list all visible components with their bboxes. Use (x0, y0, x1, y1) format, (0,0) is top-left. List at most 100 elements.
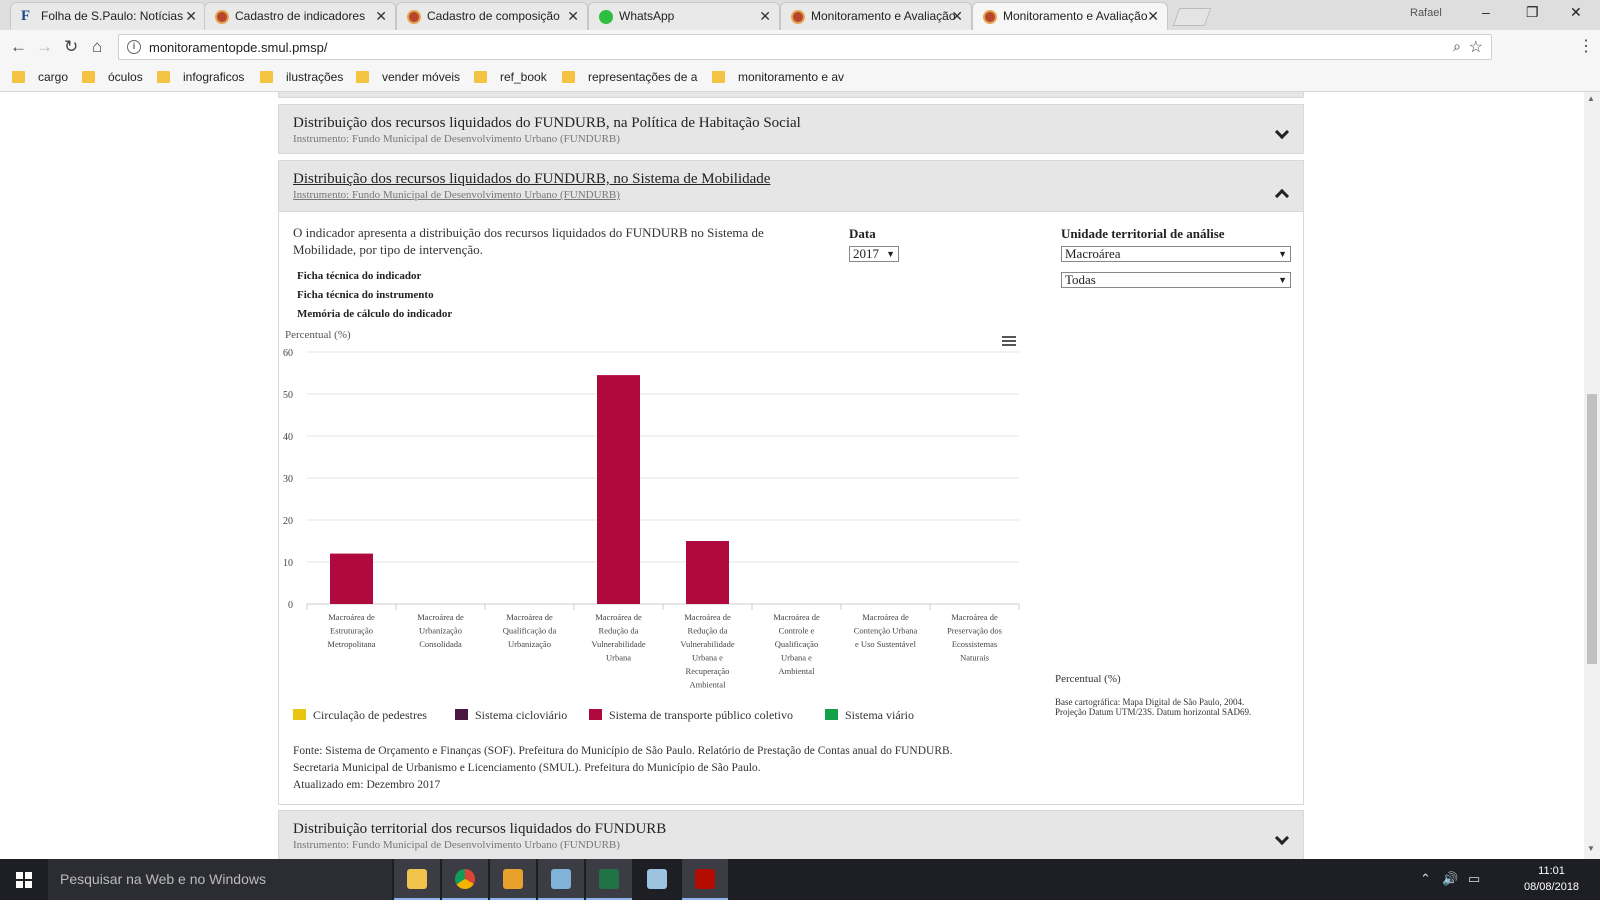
indicator-description: O indicador apresenta a distribuição dos… (293, 225, 764, 257)
taskbar-search-input[interactable]: Pesquisar na Web e no Windows (48, 859, 392, 900)
back-icon[interactable]: ← (10, 37, 27, 56)
windows-start-icon[interactable] (16, 872, 32, 888)
taskbar-clock[interactable]: 11:01 08/08/2018 (1524, 865, 1580, 893)
y-tick-label: 20 (283, 516, 293, 527)
paint-button[interactable] (538, 859, 584, 900)
chevron-up-icon[interactable] (1274, 188, 1290, 204)
map-unit-label: Percentual (%) (1055, 673, 1121, 685)
zoom-icon[interactable]: ⌕ (1453, 38, 1461, 54)
bookmark-folder[interactable]: óculos (82, 70, 143, 84)
chart-menu-icon[interactable] (1002, 336, 1016, 346)
section-subtitle: Instrumento: Fundo Municipal de Desenvol… (293, 839, 620, 851)
file-explorer-button[interactable] (394, 859, 440, 900)
accordion-mobilidade[interactable]: Distribuição dos recursos liquidados do … (278, 160, 1304, 212)
folder-icon (562, 71, 575, 83)
accordion-territorial[interactable]: Distribuição territorial dos recursos li… (278, 810, 1304, 859)
notepad-button[interactable] (634, 859, 680, 900)
bookmark-folder[interactable]: monitoramento e av (712, 70, 848, 84)
bookmark-star-icon[interactable]: ☆ (1468, 39, 1483, 56)
bar-chart: Percentual (%) 0 10 20 30 40 50 60 Macroárea de E… (283, 329, 1020, 690)
tab-close-icon[interactable]: ✕ (567, 8, 579, 24)
bar (686, 541, 729, 604)
y-tick-label: 30 (283, 474, 293, 485)
chevron-down-icon[interactable] (1274, 830, 1290, 846)
folder-icon (407, 869, 427, 889)
chrome-icon (455, 869, 475, 889)
tab-folha[interactable]: F Folha de S.Paulo: Notícias ✕ (10, 2, 206, 30)
unit-label: Unidade territorial de análise (1061, 226, 1225, 241)
home-icon[interactable]: ⌂ (92, 37, 103, 56)
url-text[interactable]: monitoramentopde.smul.pmsp/ (149, 40, 328, 55)
bookmark-folder[interactable]: infograficos (157, 70, 244, 84)
folder-icon (712, 71, 725, 83)
unit-select[interactable]: Macroárea ▼ (1061, 246, 1291, 262)
scroll-up-icon[interactable]: ▲ (1587, 94, 1595, 103)
notifications-icon[interactable]: ▭ (1468, 871, 1481, 886)
date-select[interactable]: 2017 ▼ (849, 246, 899, 262)
forward-icon[interactable]: → (36, 37, 53, 56)
tray-chevron-icon[interactable]: ⌃ (1420, 871, 1431, 886)
y-tick-label: 10 (283, 558, 293, 569)
excel-button[interactable] (586, 859, 632, 900)
acrobat-icon (695, 869, 715, 889)
legend-label: Circulação de pedestres (313, 708, 427, 722)
y-tick-label: 60 (283, 348, 293, 359)
x-tick-label: Macroárea de Urbanização Consolidada (417, 612, 464, 649)
accordion-previous[interactable] (278, 92, 1304, 98)
accordion-habitacao[interactable]: Distribuição dos recursos liquidados do … (278, 104, 1304, 154)
minimize-icon[interactable]: – (1482, 4, 1490, 20)
unit-filter-select[interactable]: Todas ▼ (1061, 272, 1291, 288)
section-subtitle: Instrumento: Fundo Municipal de Desenvol… (293, 133, 620, 145)
acrobat-button[interactable] (682, 859, 728, 900)
chevron-down-icon[interactable] (1274, 124, 1290, 140)
reload-icon[interactable]: ↻ (64, 37, 79, 56)
section-title[interactable]: Distribuição dos recursos liquidados do … (293, 115, 801, 131)
tab-cadastro-indicadores[interactable]: Cadastro de indicadores ✕ (204, 2, 396, 30)
legend-item[interactable]: Circulação de pedestres (293, 708, 427, 723)
tab-close-icon[interactable]: ✕ (951, 8, 963, 24)
tab-monitoramento-active[interactable]: Monitoramento e Avaliação ✕ (972, 2, 1168, 30)
x-tick-label: Macroárea de Contenção Urbana e Uso Susten… (854, 612, 918, 649)
x-tick-label: Macroárea de Redução da Vulnerabilidade Urb… (680, 612, 734, 690)
bookmark-folder[interactable]: representações de a (562, 70, 698, 84)
tab-close-icon[interactable]: ✕ (759, 8, 771, 24)
sp-seal-icon (215, 10, 229, 24)
x-tick-label: Macroárea de Redução da Vulnerabilidade Urb… (591, 612, 645, 663)
x-tick-label: Macroárea de Qualificação da Urbanização (503, 612, 557, 649)
profile-name[interactable]: Rafael (1410, 7, 1442, 19)
chrome-button[interactable] (442, 859, 488, 900)
tab-close-icon[interactable]: ✕ (375, 8, 387, 24)
volume-icon[interactable]: 🔊 (1442, 871, 1459, 886)
section-title[interactable]: Distribuição dos recursos liquidados do … (293, 171, 771, 187)
tab-close-icon[interactable]: ✕ (1147, 8, 1159, 24)
map-note: Base cartográfica: Mapa Digital de São P… (1055, 697, 1252, 717)
bookmark-folder[interactable]: vender móveis (356, 70, 460, 84)
bookmark-folder[interactable]: ref_book (474, 70, 547, 84)
legend-item[interactable]: Sistema viário (825, 708, 914, 723)
scrollbar-thumb[interactable] (1587, 394, 1597, 664)
outlook-button[interactable] (490, 859, 536, 900)
bookmark-folder[interactable]: cargo (12, 70, 68, 84)
restore-icon[interactable]: ❐ (1526, 4, 1539, 20)
link-ficha-indicador[interactable]: Ficha técnica do indicador (297, 270, 422, 282)
tab-whatsapp[interactable]: WhatsApp ✕ (588, 2, 780, 30)
link-memoria-calculo[interactable]: Memória de cálculo do indicador (297, 308, 453, 320)
new-tab-button[interactable] (1172, 8, 1212, 26)
link-ficha-instrumento[interactable]: Ficha técnica do instrumento (297, 289, 434, 301)
site-info-icon[interactable]: i (127, 40, 141, 54)
folder-icon (82, 71, 95, 83)
browser-menu-icon[interactable]: ⋮ (1578, 38, 1594, 55)
close-window-icon[interactable]: ✕ (1570, 4, 1582, 20)
bookmark-folder[interactable]: ilustrações (260, 70, 343, 84)
tab-cadastro-composicao[interactable]: Cadastro de composição ✕ (396, 2, 588, 30)
tab-monitoramento-1[interactable]: Monitoramento e Avaliação ✕ (780, 2, 972, 30)
date-label: Data (849, 226, 876, 241)
legend-item[interactable]: Sistema de transporte público coletivo (589, 708, 793, 723)
legend-item[interactable]: Sistema cicloviário (455, 708, 567, 723)
address-bar[interactable]: i monitoramentopde.smul.pmsp/ ⌕ ☆ (118, 34, 1492, 60)
section-title[interactable]: Distribuição territorial dos recursos li… (293, 821, 667, 837)
scroll-down-icon[interactable]: ▼ (1587, 844, 1595, 853)
page-scrollbar[interactable]: ▲ ▼ (1584, 92, 1600, 859)
outlook-icon (503, 869, 523, 889)
tab-close-icon[interactable]: ✕ (185, 8, 197, 24)
